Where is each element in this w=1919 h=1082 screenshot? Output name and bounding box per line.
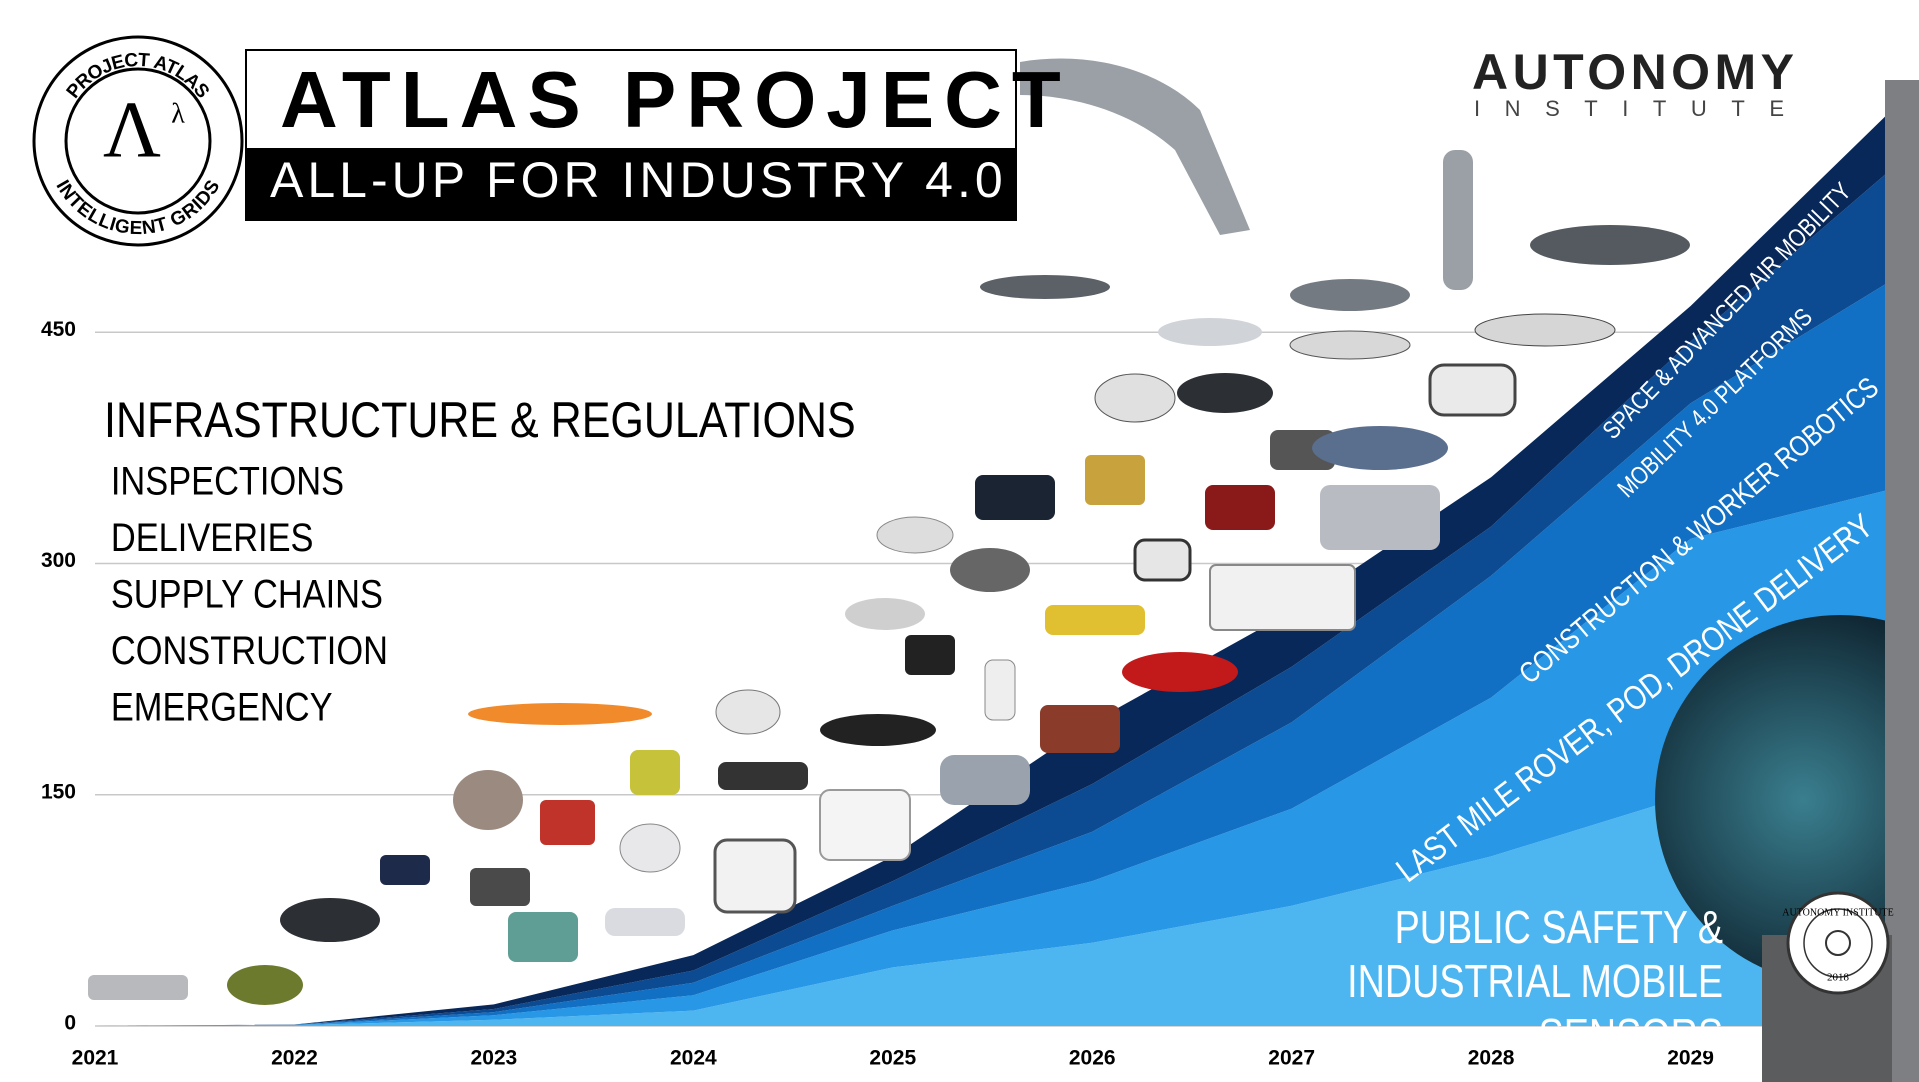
focus-block: INFRASTRUCTURE & REGULATIONS INSPECTIONS… <box>104 392 856 729</box>
focus-item: INSPECTIONS <box>111 458 344 503</box>
series-label: PUBLIC SAFETY & INDUSTRIAL MOBILE SENSOR… <box>1347 901 1723 1061</box>
autonomy-seal: AUTONOMY INSTITUTE 2018 <box>1782 891 1894 995</box>
brand-sub: INSTITUTE <box>1474 96 1784 121</box>
logo-symbol: Λ <box>103 86 161 174</box>
area <box>95 765 1890 1026</box>
x-tick-label: 2027 <box>1268 1047 1315 1070</box>
x-tick-label: 2028 <box>1468 1047 1515 1070</box>
seal-year: 2018 <box>1827 972 1850 984</box>
control-room-image <box>1655 615 1919 985</box>
y-tick-label: 150 <box>41 780 76 803</box>
vehicle-illustrations <box>88 58 1690 1005</box>
subtitle-band <box>246 148 1016 220</box>
y-tick-label: 300 <box>41 549 76 572</box>
project-atlas-logo: PROJECT ATLAS INTELLIGENT GRIDS Λ λ <box>32 35 244 247</box>
focus-item: DELIVERIES <box>111 515 314 560</box>
focus-heading: INFRASTRUCTURE & REGULATIONS <box>104 392 856 448</box>
area <box>95 281 1890 1026</box>
seal-text: AUTONOMY INSTITUTE <box>1782 907 1893 918</box>
tower-image <box>1885 80 1919 1082</box>
ticks: 0 150 300 450 2021 2022 2023 2024 2025 2026 2027 20… <box>41 318 1714 1070</box>
x-tick-label: 2029 <box>1667 1047 1714 1070</box>
x-tick-label: 2026 <box>1069 1047 1116 1070</box>
x-tick-label: 2022 <box>271 1047 318 1070</box>
subtitle: ALL-UP FOR INDUSTRY 4.0 <box>270 152 1007 208</box>
x-tick-label: 2023 <box>471 1047 518 1070</box>
y-tick-label: 450 <box>41 318 76 341</box>
focus-item: CONSTRUCTION <box>111 628 388 673</box>
focus-item: SUPPLY CHAINS <box>111 571 383 616</box>
title: ATLAS PROJECT <box>280 55 1071 144</box>
area <box>95 489 1890 1026</box>
y-tick-label: 0 <box>64 1012 76 1035</box>
brand-name: AUTONOMY <box>1472 44 1794 100</box>
focus-items: INSPECTIONS DELIVERIES SUPPLY CHAINS CONSTR… <box>111 458 388 729</box>
x-tick-label: 2021 <box>72 1047 119 1070</box>
focus-item: EMERGENCY <box>111 684 333 729</box>
logo-mark: λ <box>171 98 185 129</box>
x-tick-label: 2025 <box>869 1047 916 1070</box>
x-tick-label: 2024 <box>670 1047 717 1070</box>
area <box>95 170 1890 1026</box>
areas <box>95 111 1890 1027</box>
